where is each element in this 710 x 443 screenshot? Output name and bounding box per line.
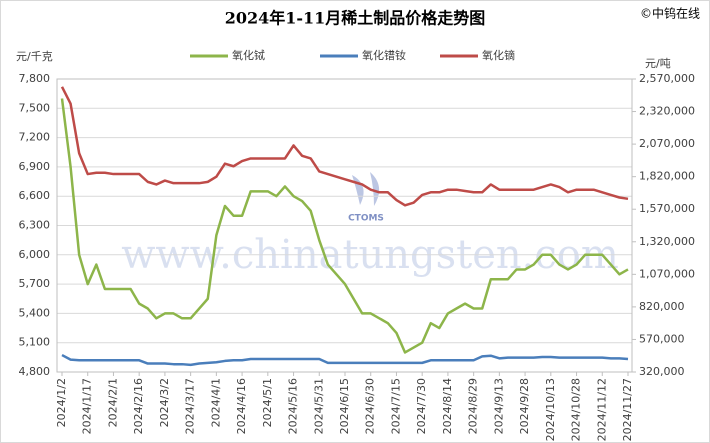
x-tick-label: 2024/11/12 bbox=[595, 378, 608, 441]
series-line bbox=[60, 86, 629, 207]
y2-tick-label: 2,320,000 bbox=[639, 105, 695, 118]
series-line bbox=[60, 98, 629, 354]
logo-text: CTOMS bbox=[348, 214, 384, 224]
x-tick-label: 2024/2/16 bbox=[132, 378, 145, 434]
y-tick-label: 7,500 bbox=[19, 101, 51, 114]
x-tick-label: 2024/9/28 bbox=[518, 378, 531, 434]
y2-tick-label: 1,320,000 bbox=[639, 235, 695, 248]
y-tick-label: 6,000 bbox=[19, 248, 51, 261]
x-tick-label: 2024/10/13 bbox=[544, 378, 557, 441]
x-tick-label: 2024/7/15 bbox=[389, 378, 402, 434]
x-tick-label: 2024/7/30 bbox=[415, 378, 428, 434]
y-tick-label: 5,700 bbox=[19, 277, 51, 290]
x-tick-label: 2024/4/1 bbox=[209, 378, 222, 427]
x-tick-label: 2024/4/16 bbox=[235, 378, 248, 434]
copyright: ©中钨在线 bbox=[640, 6, 700, 21]
y-tick-label: 7,200 bbox=[19, 131, 51, 144]
y2-tick-label: 2,070,000 bbox=[639, 137, 695, 150]
y2-tick-label: 1,820,000 bbox=[639, 170, 695, 183]
x-tick-label: 2024/10/28 bbox=[570, 378, 583, 441]
x-tick-label: 2024/11/27 bbox=[621, 378, 634, 441]
y2-tick-label: 1,070,000 bbox=[639, 267, 695, 280]
y-tick-label: 6,300 bbox=[19, 219, 51, 232]
y2-tick-label: 820,000 bbox=[639, 300, 685, 313]
y-tick-label: 7,800 bbox=[19, 72, 51, 85]
y2-tick-label: 570,000 bbox=[639, 332, 685, 345]
x-tick-label: 2024/1/17 bbox=[81, 378, 94, 434]
legend-label: 氧化镨钕 bbox=[362, 48, 406, 62]
y-tick-label: 4,800 bbox=[19, 365, 51, 378]
chart-title: 2024年1-11月稀土制品价格走势图 bbox=[225, 9, 486, 28]
x-tick-label: 2024/9/13 bbox=[492, 378, 505, 434]
x-tick-label: 2024/6/30 bbox=[364, 378, 377, 434]
x-tick-label: 2024/1/2 bbox=[55, 378, 68, 427]
x-tick-label: 2024/2/1 bbox=[106, 378, 119, 427]
x-tick-label: 2024/3/17 bbox=[184, 378, 197, 434]
x-tick-label: 2024/5/31 bbox=[312, 378, 325, 434]
y2-tick-label: 320,000 bbox=[639, 365, 685, 378]
y-tick-label: 5,400 bbox=[19, 306, 51, 319]
x-tick-label: 2024/3/2 bbox=[158, 378, 171, 427]
y2-tick-label: 1,570,000 bbox=[639, 202, 695, 215]
legend-label: 氧化铽 bbox=[232, 48, 265, 62]
x-tick-label: 2024/8/14 bbox=[441, 378, 454, 434]
x-tick-label: 2024/5/1 bbox=[261, 378, 274, 427]
x-tick-label: 2024/6/15 bbox=[338, 378, 351, 434]
y-tick-label: 6,900 bbox=[19, 160, 51, 173]
y2-axis-label: 元/吨 bbox=[645, 57, 671, 70]
y-axis-label: 元/千克 bbox=[16, 50, 53, 63]
legend-label: 氧化镝 bbox=[482, 48, 515, 62]
y-tick-label: 5,100 bbox=[19, 336, 51, 349]
x-tick-label: 2024/8/29 bbox=[467, 378, 480, 434]
series-line bbox=[61, 353, 629, 367]
y-tick-label: 6,600 bbox=[19, 189, 51, 202]
y2-tick-label: 2,570,000 bbox=[639, 72, 695, 85]
x-tick-label: 2024/5/16 bbox=[287, 378, 300, 434]
